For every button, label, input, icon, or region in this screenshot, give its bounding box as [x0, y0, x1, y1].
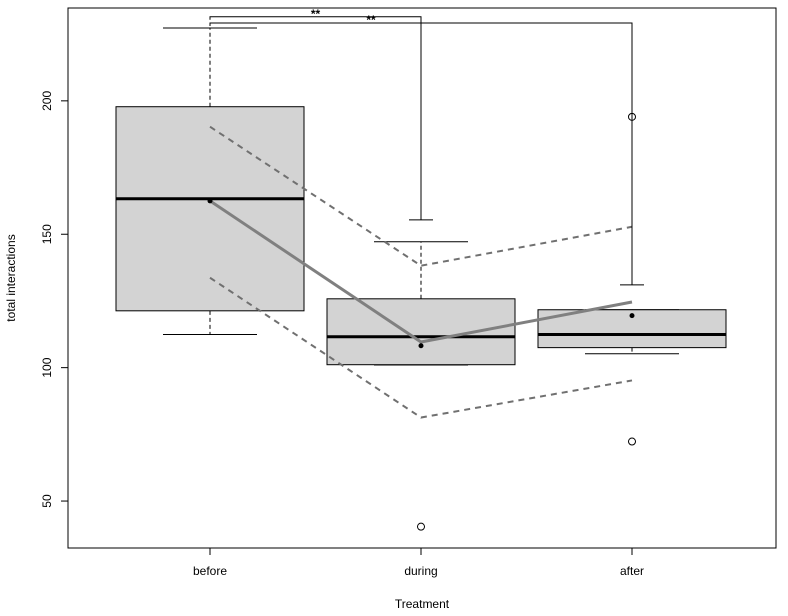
- y-tick-label: 150: [40, 224, 54, 244]
- significance-bracket: [209, 22, 633, 285]
- box: [326, 298, 516, 366]
- mean-line: [209, 199, 633, 344]
- outlier: [628, 437, 636, 446]
- significance-bracket: [209, 16, 422, 220]
- y-axis-label: total interactions: [4, 234, 18, 321]
- y-tick-label: 200: [40, 91, 54, 111]
- mean-point: [418, 343, 424, 349]
- outlier: [417, 522, 425, 531]
- band-line: [209, 276, 633, 419]
- mean-point: [207, 198, 213, 204]
- x-axis-label: Treatment: [395, 597, 450, 611]
- mean-point: [629, 313, 635, 319]
- y-tick-label: 50: [40, 494, 54, 508]
- x-tick-label: during: [404, 564, 437, 578]
- significance-label: **: [366, 13, 376, 27]
- plot-frame: [67, 7, 777, 549]
- box: [115, 106, 305, 312]
- significance-label: **: [311, 7, 321, 21]
- x-tick-label: before: [193, 564, 227, 578]
- x-tick-label: after: [620, 564, 644, 578]
- y-tick-label: 100: [40, 357, 54, 377]
